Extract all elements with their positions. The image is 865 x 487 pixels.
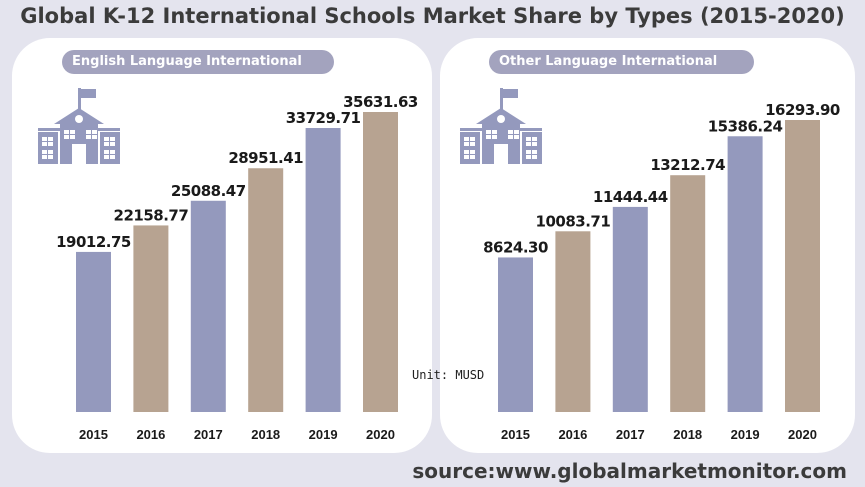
x-tick-2017: 2017 <box>616 427 645 442</box>
bar-2015 <box>498 257 533 412</box>
x-tick-2017: 2017 <box>194 427 223 442</box>
english-bars: 19012.75 2015 22158.77 2016 25088.47 2017 2895… <box>56 93 418 442</box>
value-label-2020: 35631.63 <box>343 93 418 111</box>
x-tick-2015: 2015 <box>79 427 108 442</box>
value-label-2016: 22158.77 <box>114 206 189 224</box>
x-tick-2019: 2019 <box>309 427 338 442</box>
bar-2018 <box>248 168 284 412</box>
bar-2016 <box>133 225 169 412</box>
bar-2017 <box>190 200 226 412</box>
x-tick-2018: 2018 <box>251 427 280 442</box>
bar-2020 <box>363 112 398 412</box>
value-label-2018: 13212.74 <box>650 156 725 174</box>
bar-2017 <box>612 206 648 412</box>
bar-2016 <box>555 231 591 412</box>
bar-2019 <box>727 136 763 413</box>
x-tick-2020: 2020 <box>366 427 395 442</box>
school-building-icon <box>38 88 120 164</box>
english-chart-title: English Language International School <box>62 50 334 93</box>
x-tick-2016: 2016 <box>136 427 165 442</box>
bar-2020 <box>785 120 820 412</box>
x-tick-2016: 2016 <box>558 427 587 442</box>
value-label-2019: 33729.71 <box>286 109 361 127</box>
unit-label: Unit: MUSD <box>412 368 485 382</box>
other-chart-title: Other Language International School <box>489 50 754 93</box>
value-label-2017: 11444.44 <box>593 188 668 206</box>
source-label: source:www.globalmarketmonitor.com <box>412 459 847 483</box>
school-building-icon <box>460 88 542 164</box>
x-tick-2018: 2018 <box>673 427 702 442</box>
value-label-2020: 16293.90 <box>765 101 840 119</box>
bar-2018 <box>670 175 706 412</box>
bar-2015 <box>76 251 111 412</box>
x-tick-2020: 2020 <box>788 427 817 442</box>
chart-title: Global K-12 International Schools Market… <box>20 4 845 28</box>
value-label-2017: 25088.47 <box>171 182 246 200</box>
value-label-2016: 10083.71 <box>536 212 611 230</box>
other-bars: 8624.30 2015 10083.71 2016 11444.44 2017 13212… <box>483 101 840 442</box>
value-label-2019: 15386.24 <box>708 117 783 135</box>
value-label-2015: 8624.30 <box>483 238 548 256</box>
value-label-2018: 28951.41 <box>228 149 303 167</box>
bar-2019 <box>305 128 341 412</box>
x-tick-2015: 2015 <box>501 427 530 442</box>
value-label-2015: 19012.75 <box>56 233 131 251</box>
x-tick-2019: 2019 <box>731 427 760 442</box>
